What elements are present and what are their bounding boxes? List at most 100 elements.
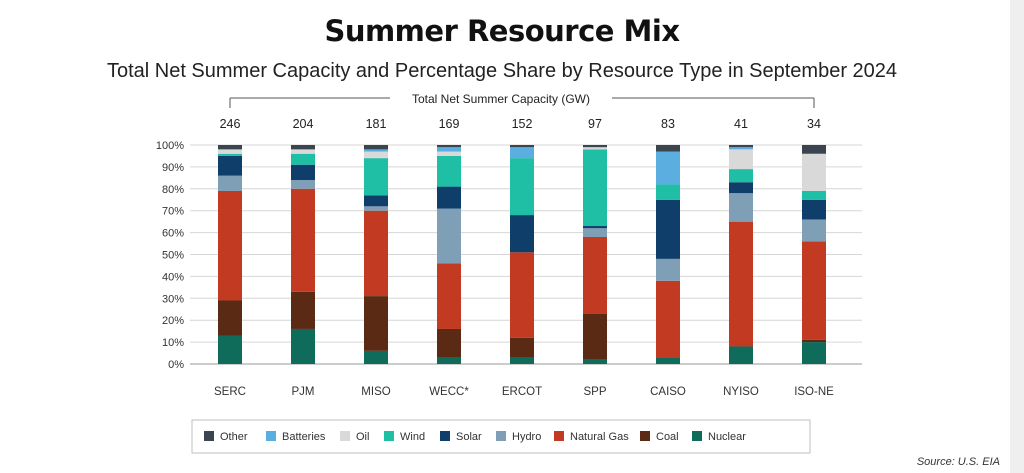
bar-segment — [291, 291, 315, 329]
capacity-value: 41 — [734, 117, 748, 131]
bar-segment — [583, 226, 607, 229]
bar-segment — [510, 147, 534, 159]
bar-segment — [364, 151, 388, 159]
bar-stack — [510, 145, 534, 364]
x-axis-labels: SERC PJM MISO WECC* ERCOT SPP CAISO NYISO ISO-NE — [214, 386, 834, 398]
y-tick-label: 0% — [168, 359, 184, 371]
capacity-value: 169 — [439, 117, 460, 131]
x-tick-label: ERCOT — [502, 386, 542, 398]
bar-segment — [802, 342, 826, 364]
bar-segment — [437, 357, 461, 364]
bar-segment — [656, 151, 680, 185]
bar-segment — [291, 164, 315, 181]
bar-segment — [437, 151, 461, 156]
legend-label: Solar — [456, 431, 482, 443]
bar-segment — [291, 188, 315, 292]
right-edge-shade — [1010, 0, 1024, 473]
bar-segment — [510, 145, 534, 148]
legend-item: Natural Gas — [554, 431, 629, 443]
bar-segment — [291, 328, 315, 364]
bar-segment — [583, 359, 607, 364]
bar-segment — [729, 147, 753, 150]
bar-segment — [510, 252, 534, 338]
legend-swatch — [692, 431, 702, 441]
bar-segment — [364, 206, 388, 211]
legend-label: Natural Gas — [570, 431, 629, 443]
bar-segment — [583, 147, 607, 150]
bar-segment — [656, 145, 680, 152]
bar-segment — [729, 169, 753, 183]
legend-label: Hydro — [512, 431, 541, 443]
legend-label: Wind — [400, 431, 425, 443]
bar-segment — [437, 147, 461, 152]
bar-segment — [437, 145, 461, 148]
legend-swatch — [554, 431, 564, 441]
bar-segment — [364, 195, 388, 207]
bar-segment — [437, 208, 461, 264]
legend-item: Other — [204, 431, 248, 443]
bar-segment — [510, 357, 534, 364]
bar-segment — [802, 241, 826, 340]
bar-segment — [218, 155, 242, 176]
bar-segment — [729, 221, 753, 347]
bar-segment — [802, 339, 826, 343]
legend-swatch — [204, 431, 214, 441]
bar-segment — [583, 145, 607, 148]
x-tick-label: NYISO — [723, 386, 759, 398]
bar-segment — [510, 158, 534, 216]
bar-segment — [218, 145, 242, 150]
bar-segment — [218, 335, 242, 364]
bar-stack — [729, 145, 753, 364]
legend-swatch — [640, 431, 650, 441]
y-tick-label: 50% — [162, 250, 184, 262]
bar-segment — [218, 300, 242, 336]
bar-segment — [729, 182, 753, 194]
legend-swatch — [496, 431, 506, 441]
bar-stack — [437, 145, 461, 364]
legend: Other Batteries Oil Wind Solar Hydro Natural G… — [191, 419, 811, 454]
capacity-value: 34 — [807, 117, 821, 131]
capacity-values: 246 204 181 169 152 97 83 41 34 — [220, 117, 821, 131]
bar-segment — [364, 296, 388, 351]
y-tick-label: 40% — [162, 271, 184, 283]
bar-segment — [218, 175, 242, 191]
bar-segment — [437, 328, 461, 358]
legend-label: Oil — [356, 431, 369, 443]
bar-segment — [218, 153, 242, 156]
y-tick-label: 80% — [162, 184, 184, 196]
y-tick-label: 100% — [156, 140, 184, 152]
bar-segment — [802, 219, 826, 242]
bar-segment — [656, 184, 680, 200]
y-axis: 0% 10% 20% 30% 40% 50% 60% 70% 80% 90% 100% — [156, 140, 184, 371]
bars — [218, 145, 826, 364]
y-tick-label: 70% — [162, 206, 184, 218]
y-tick-label: 60% — [162, 228, 184, 240]
bar-segment — [437, 186, 461, 209]
legend-item: Oil — [340, 431, 369, 443]
legend-item: Nuclear — [692, 431, 746, 443]
bar-segment — [802, 145, 826, 154]
bar-segment — [218, 190, 242, 301]
capacity-value: 97 — [588, 117, 602, 131]
x-tick-label: ISO-NE — [794, 386, 834, 398]
bar-stack — [218, 145, 242, 364]
bar-segment — [364, 210, 388, 297]
legend-item: Solar — [440, 431, 482, 443]
bar-segment — [583, 236, 607, 314]
capacity-value: 83 — [661, 117, 675, 131]
legend-label: Other — [220, 431, 248, 443]
bar-stack — [802, 145, 826, 364]
source-note: Source: U.S. EIA — [916, 456, 1000, 468]
x-tick-label: PJM — [292, 386, 315, 398]
y-tick-label: 90% — [162, 162, 184, 174]
bar-segment — [364, 158, 388, 196]
bar-segment — [437, 155, 461, 187]
capacity-header: Total Net Summer Capacity (GW) — [229, 92, 815, 108]
bar-segment — [583, 228, 607, 237]
x-tick-label: SPP — [583, 386, 606, 398]
bar-segment — [729, 145, 753, 148]
bar-segment — [364, 145, 388, 150]
bar-segment — [583, 313, 607, 360]
bar-segment — [802, 153, 826, 191]
